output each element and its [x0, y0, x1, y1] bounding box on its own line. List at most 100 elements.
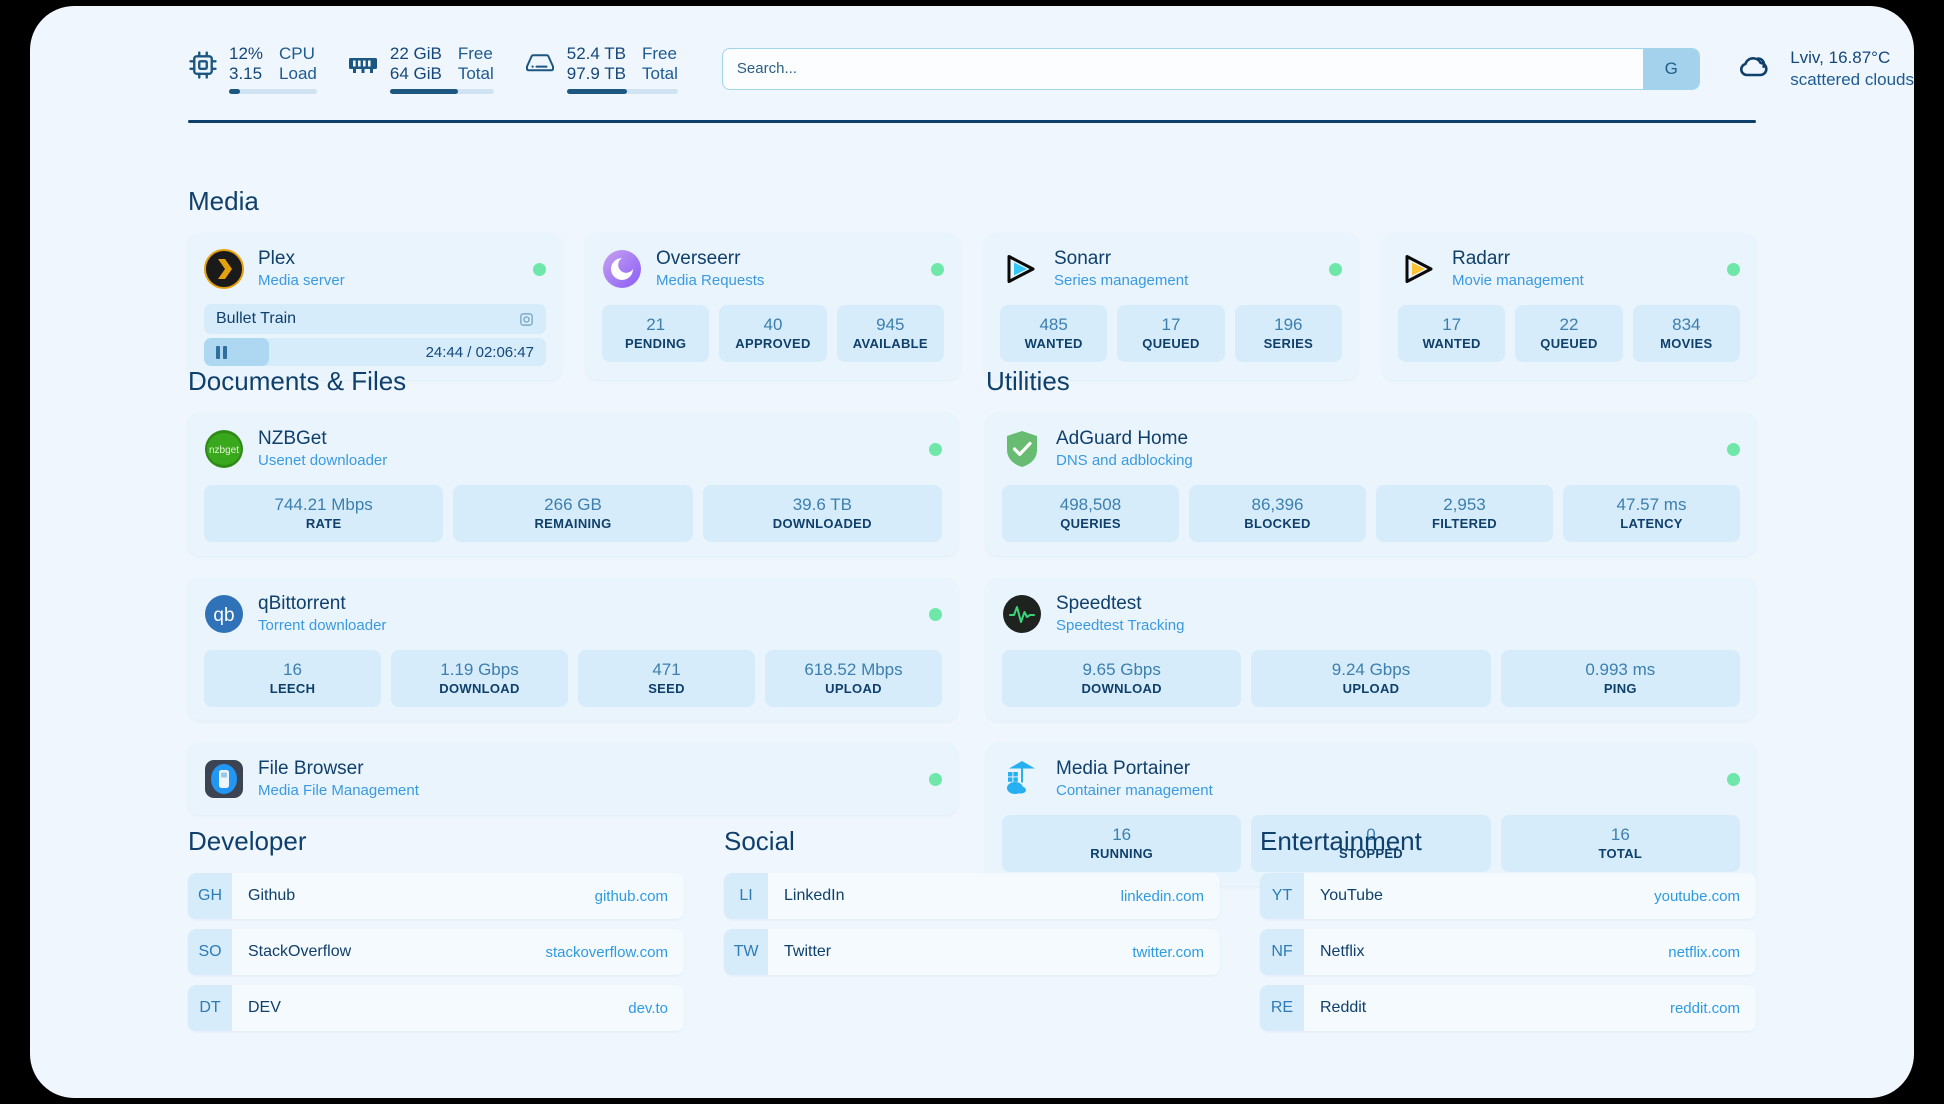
bookmark-url[interactable]: github.com — [594, 887, 668, 905]
stat-tile-queued[interactable]: 22 QUEUED — [1515, 305, 1623, 362]
stat-tile-upload[interactable]: 618.52 Mbps UPLOAD — [765, 650, 942, 707]
service-card-adguard-home[interactable]: AdGuard Home DNS and adblocking 498,508 QUE… — [986, 413, 1756, 556]
stat-tile-running[interactable]: 16 RUNNING — [1002, 815, 1242, 872]
stat-tile-value: 945 — [876, 315, 905, 334]
service-card-radarr[interactable]: Radarr Movie management 17 WANTED 22 QUEUED 83… — [1382, 233, 1756, 380]
stat-tile-pending[interactable]: 21 PENDING — [602, 305, 710, 362]
cast-icon[interactable] — [519, 312, 534, 327]
bookmark-item[interactable]: YT YouTube youtube.com — [1260, 873, 1756, 919]
stat-tile-movies[interactable]: 834 MOVIES — [1632, 305, 1740, 362]
stat-tile-label: PENDING — [624, 336, 687, 351]
stat-tile-value: 47.57 ms — [1616, 495, 1687, 514]
bookmark-name: Github — [248, 887, 296, 904]
playback-time: 24:44 / 02:06:47 — [425, 343, 534, 361]
weather-condition: scattered clouds — [1790, 69, 1914, 89]
status-indicator-online — [929, 607, 942, 621]
dashboard-page: 12% 3.15 CPU Load 22 GiB 64 GiB Free Total 52.4 … — [30, 6, 1914, 1098]
stat-tile-value: 86,396 — [1251, 495, 1304, 514]
stat-tile-upload[interactable]: 9.24 Gbps UPLOAD — [1251, 650, 1491, 707]
pause-icon[interactable] — [216, 345, 227, 359]
service-card-media-portainer[interactable]: Media Portainer Container management 16 RUN… — [986, 743, 1756, 886]
bookmark-item[interactable]: GH Github github.com — [188, 873, 684, 919]
service-card-overseerr[interactable]: Overseerr Media Requests 21 PENDING 40 APPROV… — [586, 233, 960, 380]
search-provider-button[interactable]: G — [1643, 48, 1700, 89]
bookmark-abbr: TW — [724, 929, 768, 975]
service-card-nzbget[interactable]: nzbget NZBGet Usenet downloader 744.21 Mbps… — [188, 413, 958, 556]
bookmark-url[interactable]: youtube.com — [1654, 887, 1740, 905]
stat-tile-label: SERIES — [1263, 336, 1314, 351]
service-subtitle: Media File Management — [258, 782, 419, 799]
bookmark-url[interactable]: reddit.com — [1669, 999, 1740, 1017]
stat-tile-download[interactable]: 9.65 Gbps DOWNLOAD — [1002, 650, 1242, 707]
stat-tile-label: WANTED — [1422, 336, 1481, 351]
bookmark-url[interactable]: twitter.com — [1132, 943, 1204, 961]
service-name: NZBGet — [258, 428, 327, 449]
service-subtitle: Media Requests — [656, 272, 765, 289]
stat-tile-available[interactable]: 945 AVAILABLE — [836, 305, 944, 362]
media-section: Media Plex Media server Bullet Train 24:44 … — [188, 186, 1756, 380]
stat-tile-approved[interactable]: 40 APPROVED — [719, 305, 827, 362]
sonarr-logo — [1000, 249, 1040, 289]
system-stat-disk: 52.4 TB 97.9 TB Free Total — [524, 44, 678, 94]
stat-tile-rate[interactable]: 744.21 Mbps RATE — [204, 485, 444, 542]
stat-tile-latency[interactable]: 47.57 ms LATENCY — [1563, 485, 1740, 542]
bookmark-url[interactable]: stackoverflow.com — [545, 943, 668, 961]
service-card-file-browser[interactable]: File Browser Media File Management — [188, 743, 958, 815]
stat-tile-label: TOTAL — [1598, 846, 1643, 861]
bookmark-item[interactable]: DT DEV dev.to — [188, 985, 684, 1031]
search-bar[interactable]: G — [721, 47, 1701, 90]
bookmark-item[interactable]: SO StackOverflow stackoverflow.com — [188, 929, 684, 975]
stat-tile-value: 618.52 Mbps — [804, 660, 903, 679]
stat-tile-remaining[interactable]: 266 GB REMAINING — [453, 485, 693, 542]
stat-tile-label: QUERIES — [1060, 516, 1121, 531]
stat-tile-downloaded[interactable]: 39.6 TB DOWNLOADED — [702, 485, 942, 542]
bookmark-item[interactable]: TW Twitter twitter.com — [724, 929, 1220, 975]
service-name: Plex — [258, 248, 295, 269]
bookmark-url[interactable]: netflix.com — [1668, 943, 1740, 961]
bookmark-item[interactable]: NF Netflix netflix.com — [1260, 929, 1756, 975]
cloud-icon — [1736, 51, 1776, 86]
bookmark-item[interactable]: LI LinkedIn linkedin.com — [724, 873, 1220, 919]
service-card-sonarr[interactable]: Sonarr Series management 485 WANTED 17 QUEUED… — [984, 233, 1358, 380]
stat-tile-value: 266 GB — [544, 495, 602, 514]
stat-tile-stopped[interactable]: 0 STOPPED — [1251, 815, 1491, 872]
search-input[interactable] — [722, 48, 1644, 89]
stat-tile-blocked[interactable]: 86,396 BLOCKED — [1189, 485, 1366, 542]
bookmark-group-developer: Developer GH Github github.com SO StackOverfl… — [188, 826, 684, 1041]
stat-tile-value: 834 — [1672, 315, 1701, 334]
stat-tile-value: 17 — [1442, 315, 1462, 334]
stat-tile-label: UPLOAD — [825, 681, 882, 696]
playback-progress[interactable]: 24:44 / 02:06:47 — [204, 338, 546, 366]
bookmark-url[interactable]: linkedin.com — [1120, 887, 1204, 905]
service-card-plex[interactable]: Plex Media server Bullet Train 24:44 / 02:0… — [188, 233, 562, 380]
stat-tile-queued[interactable]: 17 QUEUED — [1117, 305, 1225, 362]
weather-text: Lviv, 16.87°C scattered clouds — [1790, 47, 1914, 91]
service-subtitle: Movie management — [1452, 272, 1584, 289]
stat-tile-filtered[interactable]: 2,953 FILTERED — [1376, 485, 1553, 542]
stat-label-primary: Free — [642, 43, 677, 63]
bookmark-name: StackOverflow — [248, 943, 352, 960]
bookmark-item[interactable]: RE Reddit reddit.com — [1260, 985, 1756, 1031]
service-card-speedtest[interactable]: Speedtest Speedtest Tracking 9.65 Gbps DOWN… — [986, 578, 1756, 721]
stat-tile-label: QUEUED — [1540, 336, 1598, 351]
stat-tile-download[interactable]: 1.19 Gbps DOWNLOAD — [391, 650, 568, 707]
bookmark-url[interactable]: dev.to — [628, 999, 668, 1017]
service-name: Overseerr — [656, 248, 741, 269]
stat-tile-series[interactable]: 196 SERIES — [1234, 305, 1342, 362]
bookmark-group-social: Social LI LinkedIn linkedin.com TW Twitter twi… — [724, 826, 1220, 1041]
stat-tile-value: 471 — [652, 660, 681, 679]
stat-tile-wanted[interactable]: 17 WANTED — [1398, 305, 1506, 362]
stat-tile-queries[interactable]: 498,508 QUERIES — [1002, 485, 1179, 542]
stat-tile-wanted[interactable]: 485 WANTED — [1000, 305, 1108, 362]
bookmark-abbr: RE — [1260, 985, 1304, 1031]
stat-tile-total[interactable]: 16 TOTAL — [1500, 815, 1740, 872]
stat-tile-label: LEECH — [269, 681, 316, 696]
service-card-qbittorrent[interactable]: qb qBittorrent Torrent downloader 16 LEECH 1.… — [188, 578, 958, 721]
stat-tile-label: FILTERED — [1432, 516, 1497, 531]
bookmark-group-title: Social — [724, 826, 795, 856]
now-playing-title-row: Bullet Train — [204, 304, 546, 334]
stat-tile-seed[interactable]: 471 SEED — [578, 650, 755, 707]
stat-tile-leech[interactable]: 16 LEECH — [204, 650, 381, 707]
stat-tile-ping[interactable]: 0.993 ms PING — [1500, 650, 1740, 707]
weather-location-temp: Lviv, 16.87°C — [1790, 47, 1891, 67]
